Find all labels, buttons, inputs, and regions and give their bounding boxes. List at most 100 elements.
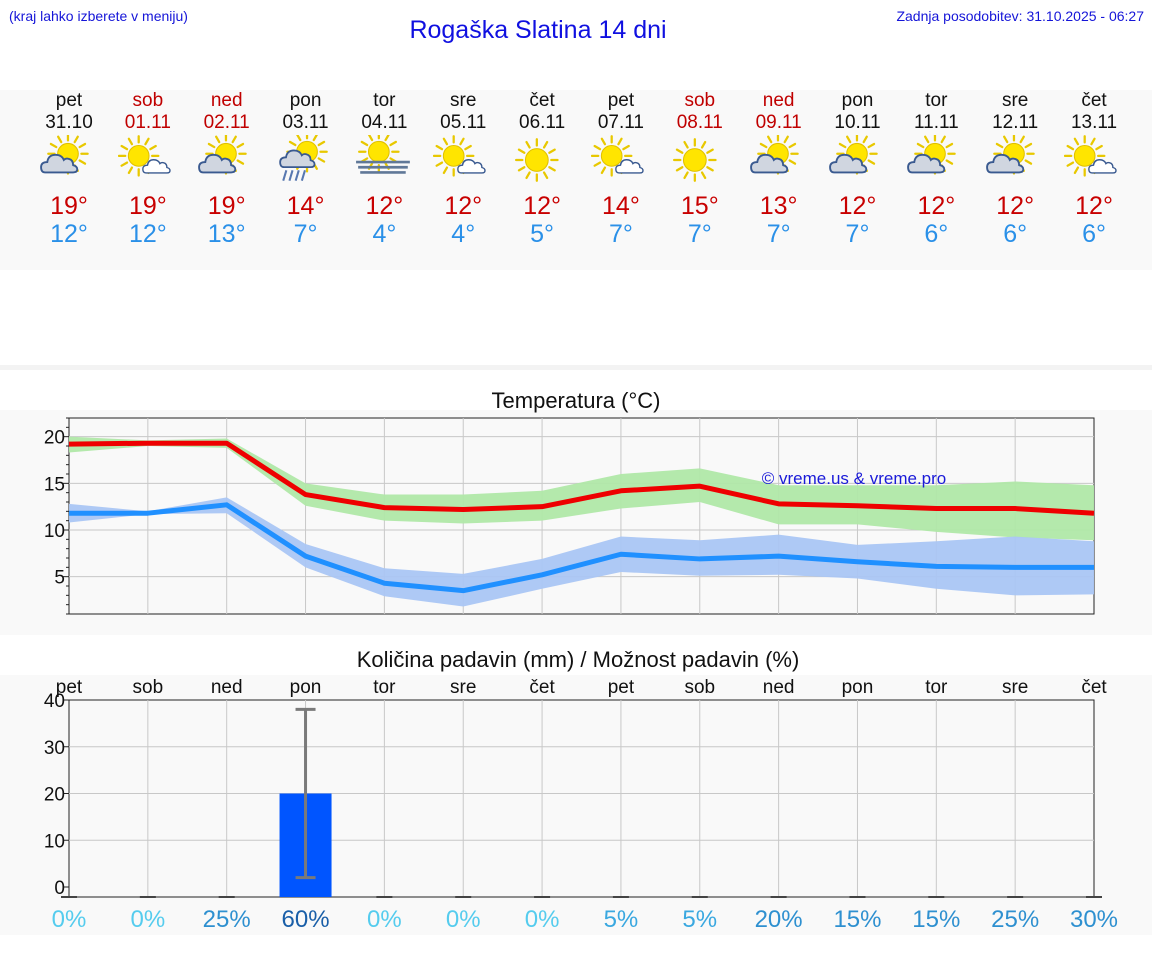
day-column: ned 09.11 13° 7° bbox=[739, 90, 819, 248]
min-temp: 7° bbox=[293, 220, 318, 248]
day-name: čet bbox=[529, 90, 555, 111]
max-temp: 14° bbox=[286, 192, 325, 220]
day-column: sob 01.11 19° 12° bbox=[108, 90, 188, 248]
day-date: 12.11 bbox=[992, 112, 1039, 133]
day-date: 31.10 bbox=[45, 112, 93, 133]
precip-day-label: sob bbox=[684, 677, 715, 698]
day-date: 07.11 bbox=[597, 112, 644, 133]
day-column: pet 31.10 19° 12° bbox=[29, 90, 109, 248]
precip-day-label: sre bbox=[1002, 677, 1028, 698]
min-temp: 6° bbox=[1003, 220, 1028, 248]
partly-cloudy-icon bbox=[739, 134, 819, 186]
precip-probability: 60% bbox=[282, 906, 330, 933]
precip-day-label: tor bbox=[925, 677, 948, 698]
precip-probability: 20% bbox=[755, 906, 803, 933]
day-column: tor 11.11 12° 6° bbox=[896, 90, 976, 248]
sun-cloud-rain-icon bbox=[266, 134, 346, 186]
watermark: © vreme.us & vreme.pro bbox=[762, 469, 946, 488]
max-temp: 12° bbox=[365, 192, 404, 220]
day-column: ned 02.11 19° 13° bbox=[187, 90, 267, 248]
day-column: tor 04.11 12° 4° bbox=[344, 90, 424, 248]
precip-chart-title: Količina padavin (mm) / Možnost padavin … bbox=[357, 647, 800, 672]
temp-y-tick-label: 5 bbox=[54, 568, 65, 589]
day-date: 01.11 bbox=[124, 112, 171, 133]
precip-day-label: pon bbox=[290, 677, 322, 698]
day-date: 05.11 bbox=[440, 112, 487, 133]
max-temp: 14° bbox=[602, 192, 640, 220]
day-column: pet 07.11 14° 7° bbox=[581, 90, 661, 248]
sun-small-cloud-icon bbox=[581, 134, 661, 186]
precip-probability: 25% bbox=[991, 906, 1039, 933]
precip-day-label: ned bbox=[763, 677, 795, 698]
day-name: tor bbox=[925, 90, 948, 111]
forecast-panel: pet 31.10 19° 12° sob 01.11 19° 12° ned 02.11 1… bbox=[0, 90, 1152, 270]
spacer-panel bbox=[0, 365, 1152, 370]
min-temp: 6° bbox=[1082, 220, 1106, 248]
max-temp: 12° bbox=[1075, 192, 1113, 220]
min-temp: 7° bbox=[608, 220, 633, 248]
day-column: čet 13.11 12° 6° bbox=[1054, 90, 1134, 248]
day-date: 10.11 bbox=[834, 112, 881, 133]
day-column: sre 05.11 12° 4° bbox=[423, 90, 503, 248]
precip-day-label: čet bbox=[529, 677, 555, 698]
day-column: čet 06.11 12° 5° bbox=[502, 90, 582, 248]
precip-probability: 15% bbox=[833, 906, 881, 933]
precip-plot-area bbox=[68, 699, 1095, 898]
max-temp: 19° bbox=[50, 192, 88, 220]
precip-y-tick-label: 20 bbox=[44, 785, 65, 806]
precip-y-tick-label: 40 bbox=[44, 691, 65, 712]
precip-day-label: pon bbox=[842, 677, 874, 698]
day-date: 11.11 bbox=[913, 112, 959, 133]
partly-cloudy-icon bbox=[896, 134, 976, 186]
precip-probability: 0% bbox=[367, 906, 402, 933]
min-temp-line bbox=[69, 502, 1094, 594]
partly-cloudy-icon bbox=[975, 134, 1055, 186]
partly-cloudy-icon bbox=[29, 134, 109, 186]
min-temp: 7° bbox=[845, 220, 870, 248]
min-temp: 6° bbox=[924, 220, 949, 248]
precip-probability: 0% bbox=[131, 906, 166, 933]
min-temp: 7° bbox=[687, 220, 712, 248]
precip-probability: 15% bbox=[912, 906, 960, 933]
min-temp: 5° bbox=[530, 220, 555, 248]
day-name: pet bbox=[607, 90, 635, 111]
last-update: Zadnja posodobitev: 31.10.2025 - 06:27 bbox=[896, 8, 1144, 24]
max-temp: 12° bbox=[917, 192, 956, 220]
max-temp-band bbox=[69, 436, 1094, 541]
temp-chart-title: Temperatura (°C) bbox=[492, 388, 661, 413]
sun-fog-icon bbox=[344, 134, 424, 186]
min-temp: 12° bbox=[50, 220, 88, 248]
precip-day-label: pet bbox=[56, 677, 83, 698]
precip-day-label: tor bbox=[373, 677, 396, 698]
day-name: pon bbox=[841, 90, 874, 111]
max-temp: 19° bbox=[128, 192, 167, 220]
precip-probability: 0% bbox=[525, 906, 560, 933]
day-name: pet bbox=[55, 90, 83, 111]
sun-small-cloud-icon bbox=[423, 134, 503, 186]
precip-probability: 25% bbox=[203, 906, 251, 933]
temp-y-tick-label: 15 bbox=[44, 474, 65, 495]
precip-day-label: sob bbox=[133, 677, 164, 698]
partly-cloudy-icon bbox=[187, 134, 267, 186]
precip-day-label: čet bbox=[1081, 677, 1107, 698]
day-date: 03.11 bbox=[282, 112, 329, 133]
min-temp: 13° bbox=[207, 220, 246, 248]
max-temp-line bbox=[68, 440, 1095, 516]
sunny-icon bbox=[502, 134, 582, 186]
precip-probability: 0% bbox=[52, 906, 87, 933]
max-temp: 12° bbox=[838, 192, 877, 220]
min-temp-band bbox=[69, 497, 1094, 607]
day-date: 04.11 bbox=[361, 112, 408, 133]
day-name: ned bbox=[210, 90, 243, 111]
day-date: 13.11 bbox=[1070, 112, 1118, 133]
max-temp: 12° bbox=[996, 192, 1035, 220]
max-temp: 13° bbox=[759, 192, 798, 220]
temp-y-tick-label: 20 bbox=[44, 428, 65, 449]
sun-small-cloud-icon bbox=[1054, 134, 1134, 186]
day-date: 02.11 bbox=[203, 112, 250, 133]
max-temp: 12° bbox=[523, 192, 561, 220]
day-name: sob bbox=[684, 90, 716, 111]
min-temp: 4° bbox=[372, 220, 397, 248]
day-column: pon 10.11 12° 7° bbox=[818, 90, 898, 248]
